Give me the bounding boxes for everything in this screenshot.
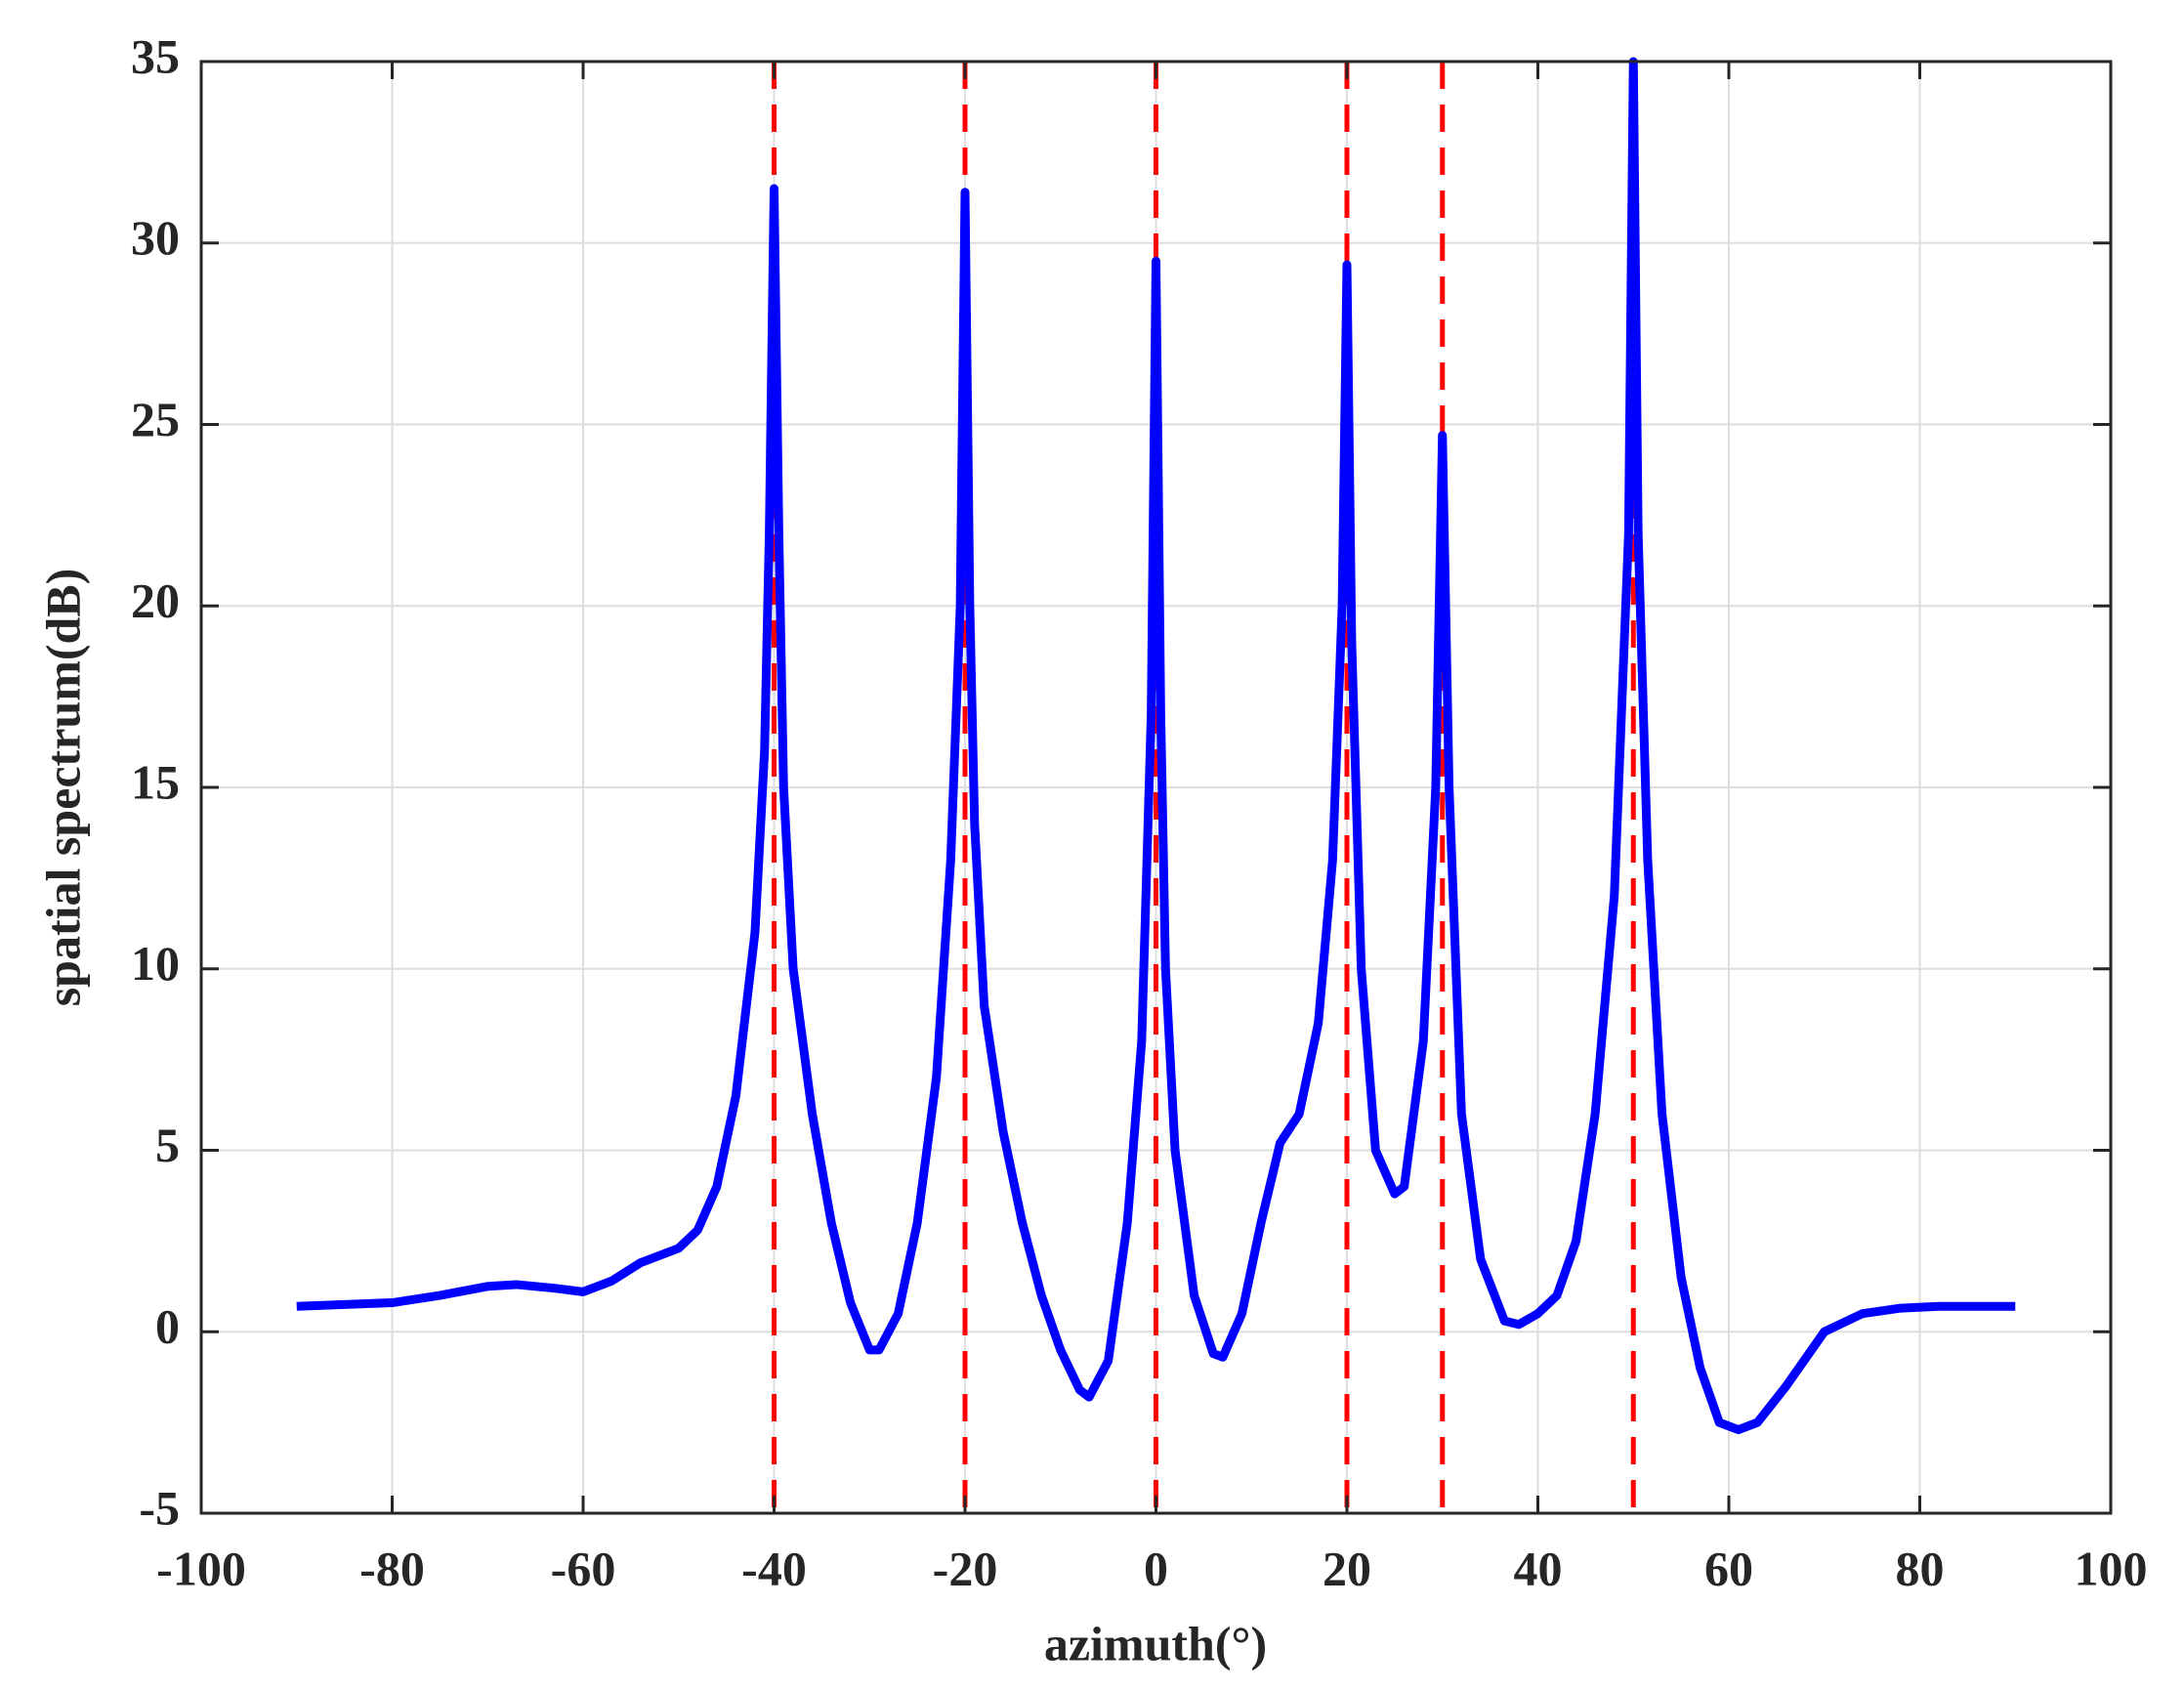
y-tick-label: -5 [139,1480,180,1535]
y-tick-label: 5 [155,1118,180,1172]
y-tick-label: 15 [131,754,180,809]
x-axis-label: azimuth(°) [1044,1616,1267,1670]
y-tick-label: 35 [131,28,180,83]
x-tick-label: 20 [1323,1541,1371,1595]
data-line [296,57,2016,1435]
y-tick-label: 25 [131,392,180,446]
x-tick-label: 40 [1514,1541,1563,1595]
x-tick-label: 80 [1896,1541,1945,1595]
y-tick-label: 30 [131,210,180,265]
x-tick-label: -60 [551,1541,616,1595]
x-tick-label: -20 [933,1541,998,1595]
y-tick-label: 0 [155,1299,180,1354]
y-axis-label: spatial spectrum(dB) [35,569,90,1007]
x-tick-label: 100 [2075,1541,2148,1595]
x-tick-label: -40 [741,1541,807,1595]
x-tick-label: 60 [1704,1541,1753,1595]
x-tick-label: 0 [1144,1541,1168,1595]
y-tick-label: 20 [131,573,180,628]
x-tick-label: -80 [359,1541,425,1595]
y-tick-label: 10 [131,936,180,991]
x-tick-label: -100 [156,1541,246,1595]
